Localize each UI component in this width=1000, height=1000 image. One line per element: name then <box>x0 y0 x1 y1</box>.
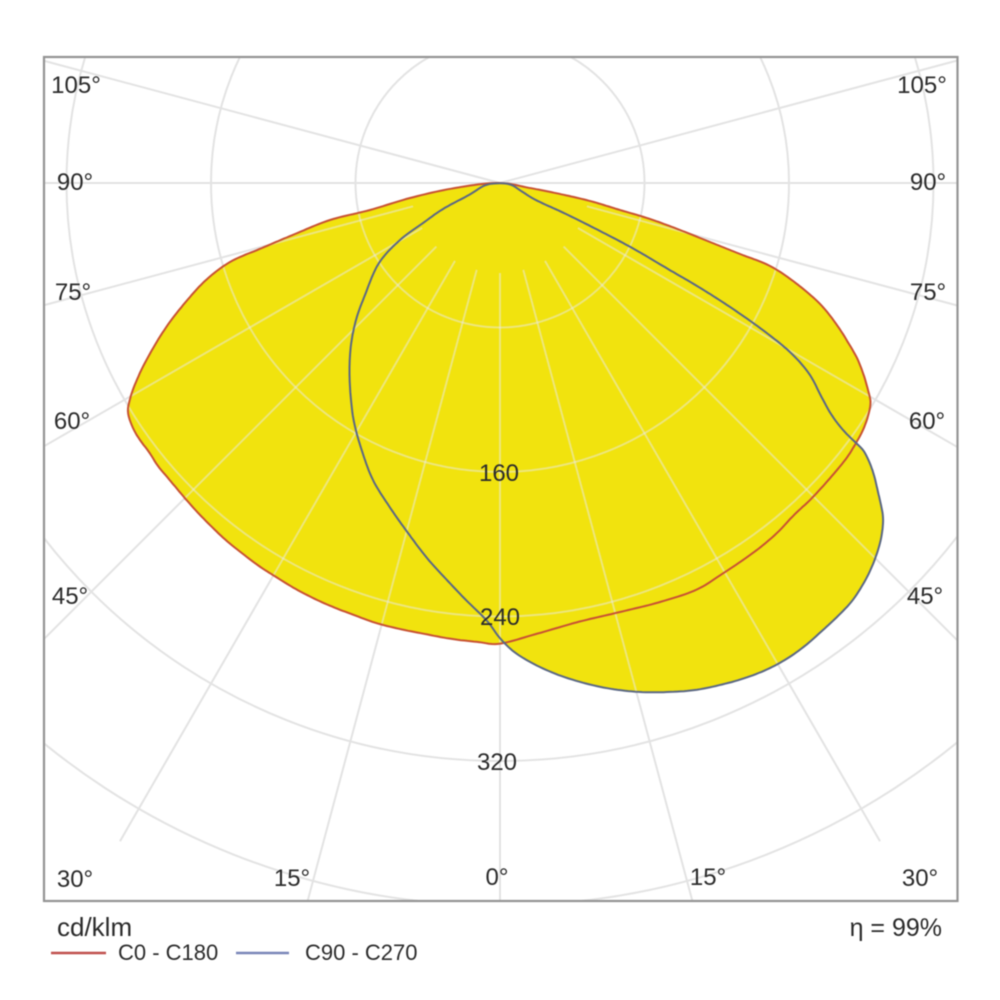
svg-text:105°: 105° <box>897 72 947 99</box>
svg-text:η = 99%: η = 99% <box>850 914 942 942</box>
svg-text:160: 160 <box>479 460 519 487</box>
svg-text:cd/klm: cd/klm <box>57 912 132 942</box>
svg-text:90°: 90° <box>57 169 93 196</box>
svg-text:320: 320 <box>477 749 517 776</box>
svg-text:105°: 105° <box>51 72 101 99</box>
svg-text:15°: 15° <box>690 864 726 891</box>
svg-text:240: 240 <box>480 604 520 631</box>
svg-text:30°: 30° <box>57 866 93 893</box>
svg-text:75°: 75° <box>55 279 91 306</box>
svg-text:60°: 60° <box>54 408 90 435</box>
svg-text:15°: 15° <box>274 865 310 892</box>
svg-text:C90 - C270: C90 - C270 <box>305 940 418 965</box>
svg-text:90°: 90° <box>910 169 946 196</box>
svg-text:C0 - C180: C0 - C180 <box>118 940 218 965</box>
svg-text:75°: 75° <box>910 279 946 306</box>
svg-text:60°: 60° <box>909 408 945 435</box>
svg-text:45°: 45° <box>52 583 88 610</box>
svg-text:45°: 45° <box>907 583 943 610</box>
svg-text:0°: 0° <box>486 864 509 891</box>
svg-text:30°: 30° <box>902 865 938 892</box>
